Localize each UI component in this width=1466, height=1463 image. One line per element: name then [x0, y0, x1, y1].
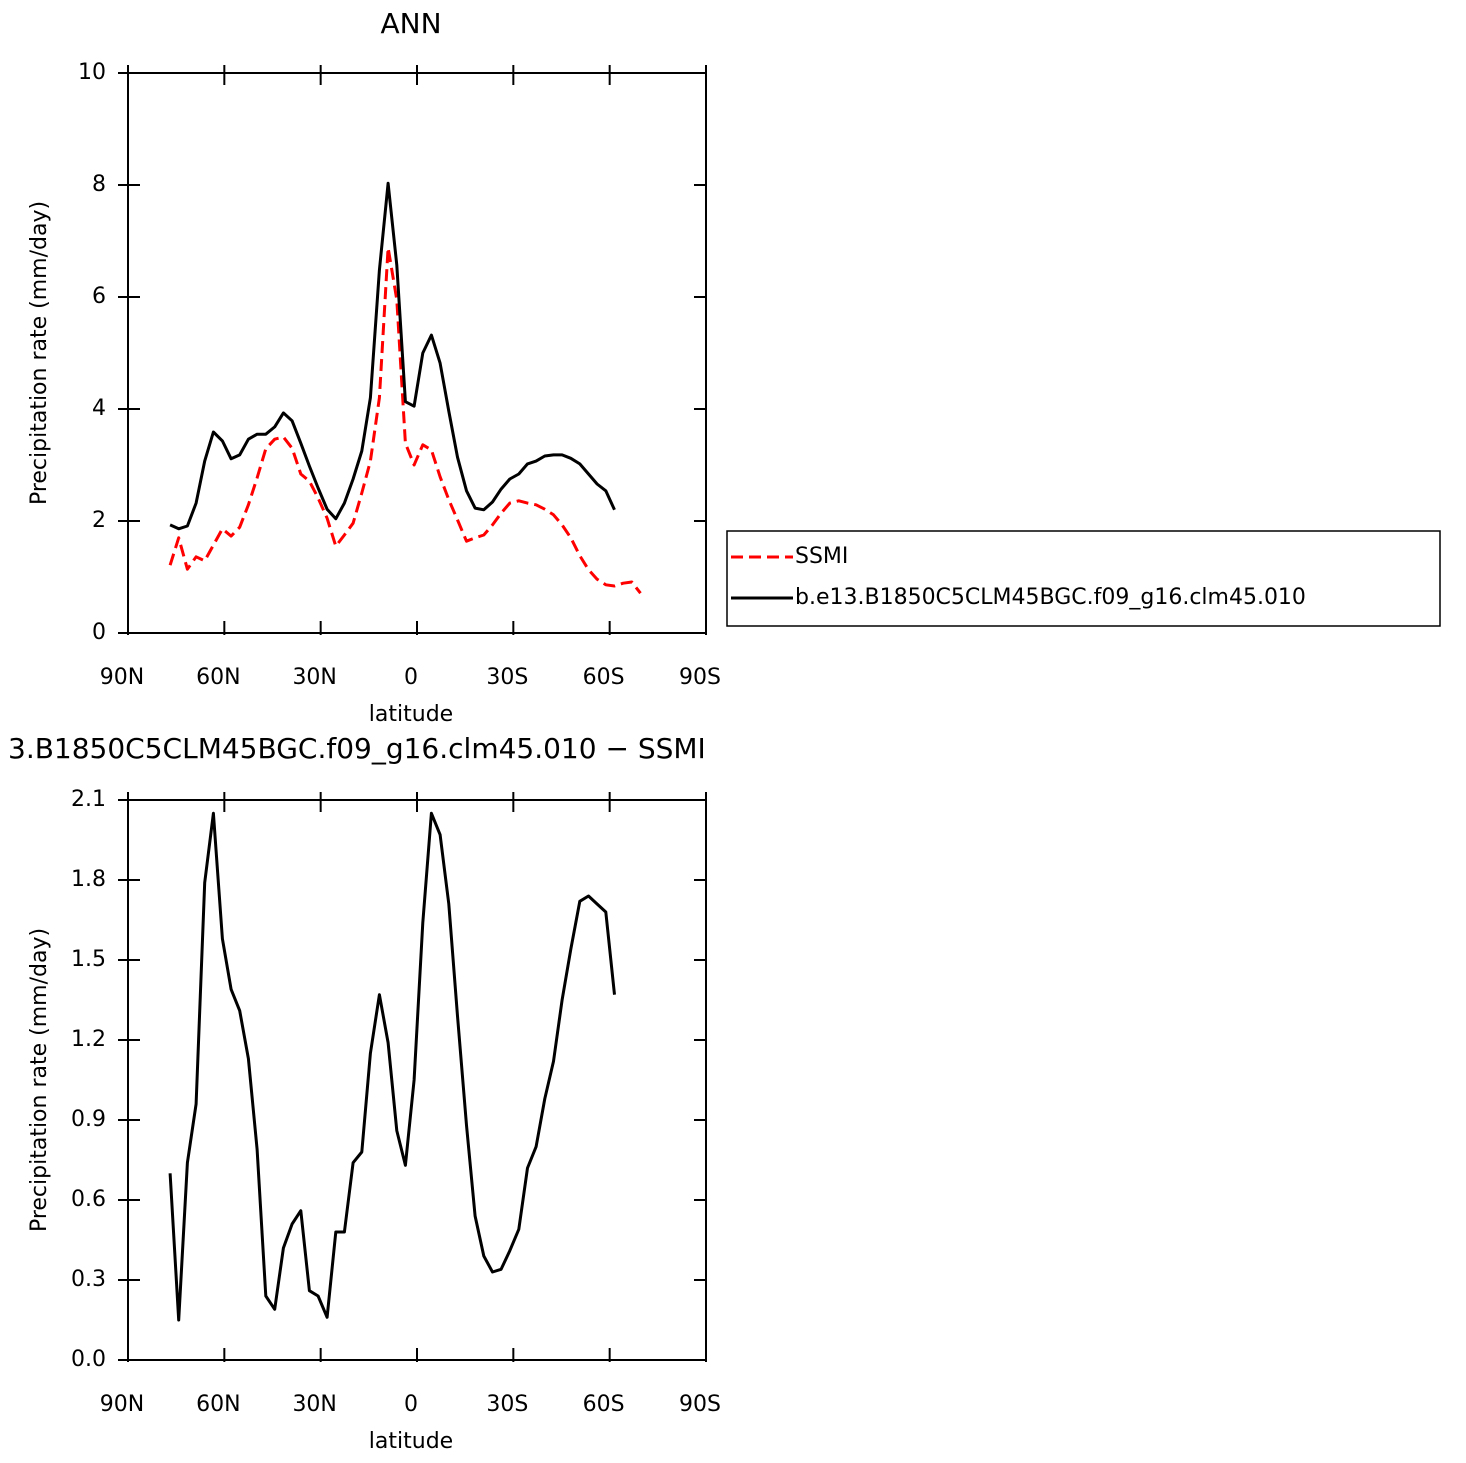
x-tick-label: 0 — [404, 1392, 418, 1417]
y-tick-label: 0.6 — [71, 1187, 106, 1212]
x-tick-label: 30S — [486, 1392, 528, 1417]
data-line — [169, 181, 616, 531]
y-tick-label: 0 — [92, 620, 106, 645]
y-tick-label: 1.2 — [71, 1027, 106, 1052]
legend-label: b.e13.B1850C5CLM45BGC.f09_g16.clm45.010 — [795, 585, 1306, 610]
data-line — [168, 246, 642, 595]
chart-title: 3.B1850C5CLM45BGC.f09_g16.clm45.010 − SS… — [8, 732, 706, 765]
y-tick-label: 6 — [92, 284, 106, 309]
legend-label: SSMI — [795, 544, 848, 569]
x-tick-label: 60S — [583, 665, 625, 690]
y-tick-label: 10 — [78, 60, 106, 85]
x-tick-label: 30S — [486, 665, 528, 690]
plot-frame — [127, 799, 707, 1361]
y-axis-label: Precipitation rate (mm/day) — [27, 201, 52, 505]
x-axis-label: latitude — [369, 702, 453, 727]
x-axis-label: latitude — [369, 1429, 453, 1454]
chart-title: ANN — [380, 7, 441, 40]
x-tick-label: 60S — [583, 1392, 625, 1417]
x-tick-label: 60N — [196, 665, 240, 690]
x-tick-label: 90S — [679, 665, 721, 690]
y-tick-label: 1.8 — [71, 867, 106, 892]
y-tick-label: 8 — [92, 172, 106, 197]
y-axis-label: Precipitation rate (mm/day) — [27, 928, 52, 1232]
y-tick-label: 4 — [92, 396, 106, 421]
x-tick-label: 30N — [292, 1392, 336, 1417]
x-tick-label: 90S — [679, 1392, 721, 1417]
y-tick-label: 0.9 — [71, 1107, 106, 1132]
x-tick-label: 30N — [292, 665, 336, 690]
y-tick-label: 0.3 — [71, 1267, 106, 1292]
y-tick-label: 1.5 — [71, 947, 106, 972]
x-tick-label: 60N — [196, 1392, 240, 1417]
y-tick-label: 2 — [92, 508, 106, 533]
y-tick-label: 2.1 — [71, 787, 106, 812]
x-tick-label: 90N — [100, 1392, 144, 1417]
y-tick-label: 0.0 — [71, 1347, 106, 1372]
data-line — [168, 811, 616, 1322]
x-tick-label: 0 — [404, 665, 418, 690]
x-tick-label: 90N — [100, 665, 144, 690]
legend-box — [726, 530, 1441, 627]
plot-frame — [127, 72, 707, 634]
